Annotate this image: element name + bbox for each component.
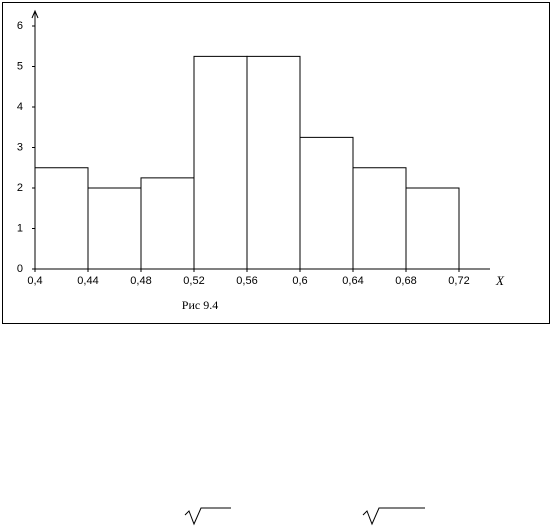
x-tick-label: 0,72 <box>448 275 469 287</box>
frame <box>2 2 550 324</box>
y-tick-label: 6 <box>17 20 23 32</box>
bar <box>87 187 142 270</box>
bar <box>246 55 301 270</box>
y-tick-label: 4 <box>17 101 23 113</box>
sqrt-symbol <box>184 507 231 526</box>
x-tick-label: 0,44 <box>77 275 98 287</box>
y-tick-label: 1 <box>17 222 23 234</box>
y-tick-label: 3 <box>17 141 23 153</box>
x-tick-label: 0,6 <box>292 275 307 287</box>
x-tick-label: 0,52 <box>183 275 204 287</box>
y-tick-label: 2 <box>17 182 23 194</box>
bar <box>193 55 248 270</box>
x-tick-label: 0,4 <box>27 275 42 287</box>
caption: Рис 9.4 <box>182 298 218 312</box>
bar <box>299 136 354 270</box>
y-tick-label: 5 <box>17 60 23 72</box>
bar <box>34 167 89 270</box>
y-axis-arrow <box>31 9 39 19</box>
x-tick-label: 0,48 <box>130 275 151 287</box>
x-tick-label: 0,68 <box>395 275 416 287</box>
y-tick-label: 0 <box>17 263 23 275</box>
x-tick-label: 0,64 <box>342 275 363 287</box>
sqrt-symbol <box>362 507 425 526</box>
bar <box>140 177 195 270</box>
x-axis-label: X <box>495 273 505 288</box>
bar <box>405 187 460 270</box>
x-tick-label: 0,56 <box>236 275 257 287</box>
bar <box>352 167 407 270</box>
